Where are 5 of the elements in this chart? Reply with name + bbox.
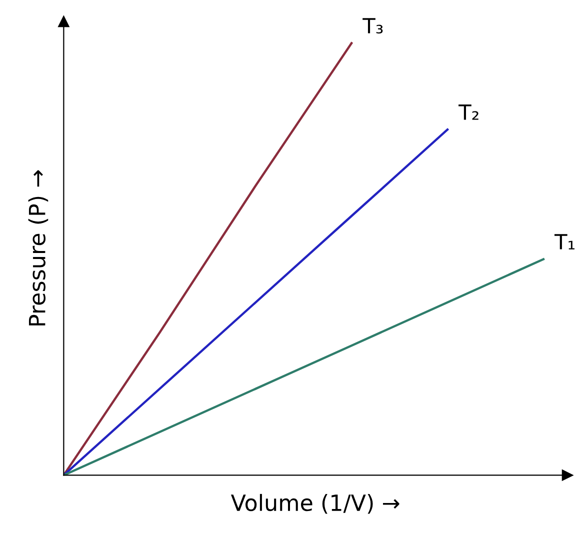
series-label: T₃ bbox=[362, 18, 383, 34]
series-label: T₁ bbox=[554, 234, 574, 250]
y-axis-title: Pressure (P) → bbox=[28, 170, 48, 326]
x-axis-title: Volume (1/V) → bbox=[230, 494, 400, 514]
series-label: T₂ bbox=[458, 104, 478, 120]
